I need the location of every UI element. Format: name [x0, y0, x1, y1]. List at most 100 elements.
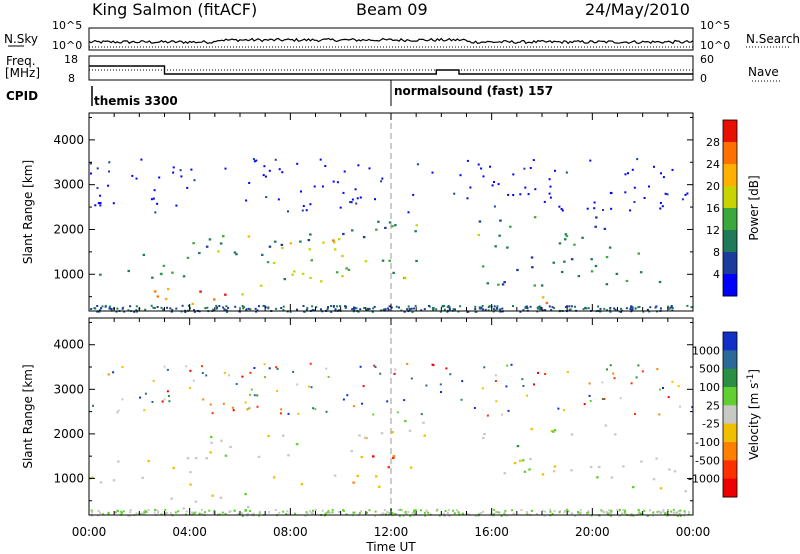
echo-cell	[172, 166, 175, 169]
echo-cell	[255, 310, 258, 313]
echo-cell	[227, 306, 230, 309]
echo-cell	[667, 305, 670, 308]
echo-cell	[423, 308, 426, 311]
echo-cell	[373, 364, 376, 367]
echo-cell	[362, 236, 366, 239]
echo-cell	[601, 398, 604, 400]
echo-cell	[311, 309, 314, 312]
echo-cell	[224, 293, 227, 296]
echo-cell	[109, 305, 112, 308]
echo-cell	[325, 410, 328, 413]
echo-cell	[486, 414, 489, 417]
echo-cell	[190, 168, 193, 171]
echo-cell	[244, 493, 247, 496]
echo-cell	[374, 514, 377, 517]
echo-cell	[129, 305, 132, 308]
echo-cell	[373, 305, 376, 308]
echo-cell	[643, 509, 646, 512]
echo-cell	[381, 259, 385, 262]
echo-cell	[604, 424, 608, 427]
echo-cell	[263, 305, 266, 308]
echo-cell	[679, 405, 681, 408]
echo-cell	[201, 372, 204, 374]
echo-cell	[154, 211, 157, 214]
echo-cell	[594, 225, 597, 228]
echo-cell	[414, 304, 417, 307]
echo-cell	[441, 305, 444, 307]
echo-cell	[293, 270, 296, 273]
echo-cell	[189, 369, 192, 372]
echo-cell	[588, 394, 591, 397]
echo-cell	[268, 511, 271, 514]
echo-cell	[194, 500, 198, 503]
echo-cell	[232, 409, 235, 412]
echo-cell	[205, 457, 208, 460]
echo-cell	[603, 307, 606, 310]
echo-cell	[375, 475, 378, 478]
echo-cell	[548, 192, 551, 195]
echo-cell	[461, 380, 464, 383]
echo-cell	[395, 305, 398, 308]
echo-cell	[193, 310, 196, 313]
echo-cell	[249, 308, 252, 311]
echo-cell	[581, 236, 584, 239]
echo-cell	[516, 445, 520, 448]
echo-cell	[466, 311, 469, 313]
echo-cell	[152, 197, 155, 200]
echo-cell	[224, 454, 228, 457]
echo-cell	[494, 309, 497, 312]
echo-cell	[300, 190, 302, 193]
echo-cell	[492, 514, 495, 517]
x-tick-label: 00:00	[676, 525, 711, 539]
echo-cell	[603, 227, 607, 230]
echo-cell	[431, 171, 434, 174]
echo-cell	[404, 511, 407, 514]
echo-cell	[278, 511, 281, 514]
echo-cell	[334, 308, 337, 311]
echo-cell	[563, 409, 566, 412]
echo-cell	[593, 207, 596, 210]
echo-cell	[90, 172, 92, 175]
echo-cell	[652, 478, 656, 481]
echo-cell	[687, 511, 690, 513]
echo-cell	[640, 512, 643, 515]
echo-cell	[382, 309, 385, 311]
echo-cell	[422, 421, 425, 424]
echo-cell	[156, 202, 159, 205]
echo-cell	[309, 510, 312, 513]
echo-cell	[259, 284, 263, 287]
colorbar-tick-label: -100	[695, 436, 720, 449]
echo-cell	[570, 512, 573, 515]
echo-cell	[532, 159, 535, 162]
echo-cell	[392, 455, 396, 458]
echo-cell	[425, 384, 428, 387]
echo-cell	[116, 510, 119, 513]
echo-cell	[242, 306, 245, 309]
cpid-mode-2: normalsound (fast) 157	[394, 84, 554, 98]
echo-cell	[353, 308, 356, 311]
echo-cell	[622, 465, 625, 468]
heatmap-velocity	[89, 318, 737, 517]
echo-cell	[583, 403, 586, 406]
echo-cell	[112, 479, 116, 482]
echo-cell	[662, 387, 664, 389]
echo-cell	[287, 210, 289, 213]
echo-cell	[116, 307, 119, 310]
echo-cell	[676, 511, 679, 514]
echo-cell	[327, 306, 330, 309]
echo-cell	[282, 305, 285, 308]
echo-cell	[327, 375, 330, 378]
echo-cell	[577, 275, 581, 278]
echo-cell	[314, 509, 317, 511]
echo-cell	[570, 469, 573, 472]
echo-cell	[605, 256, 609, 259]
echo-cell	[388, 305, 391, 308]
echo-cell	[601, 381, 604, 384]
echo-cell	[459, 305, 462, 308]
echo-cell	[245, 309, 248, 312]
echo-cell	[579, 511, 582, 514]
echo-cell	[306, 512, 309, 515]
echo-cell	[241, 512, 243, 515]
echo-cell	[198, 512, 201, 515]
echo-cell	[155, 509, 158, 512]
